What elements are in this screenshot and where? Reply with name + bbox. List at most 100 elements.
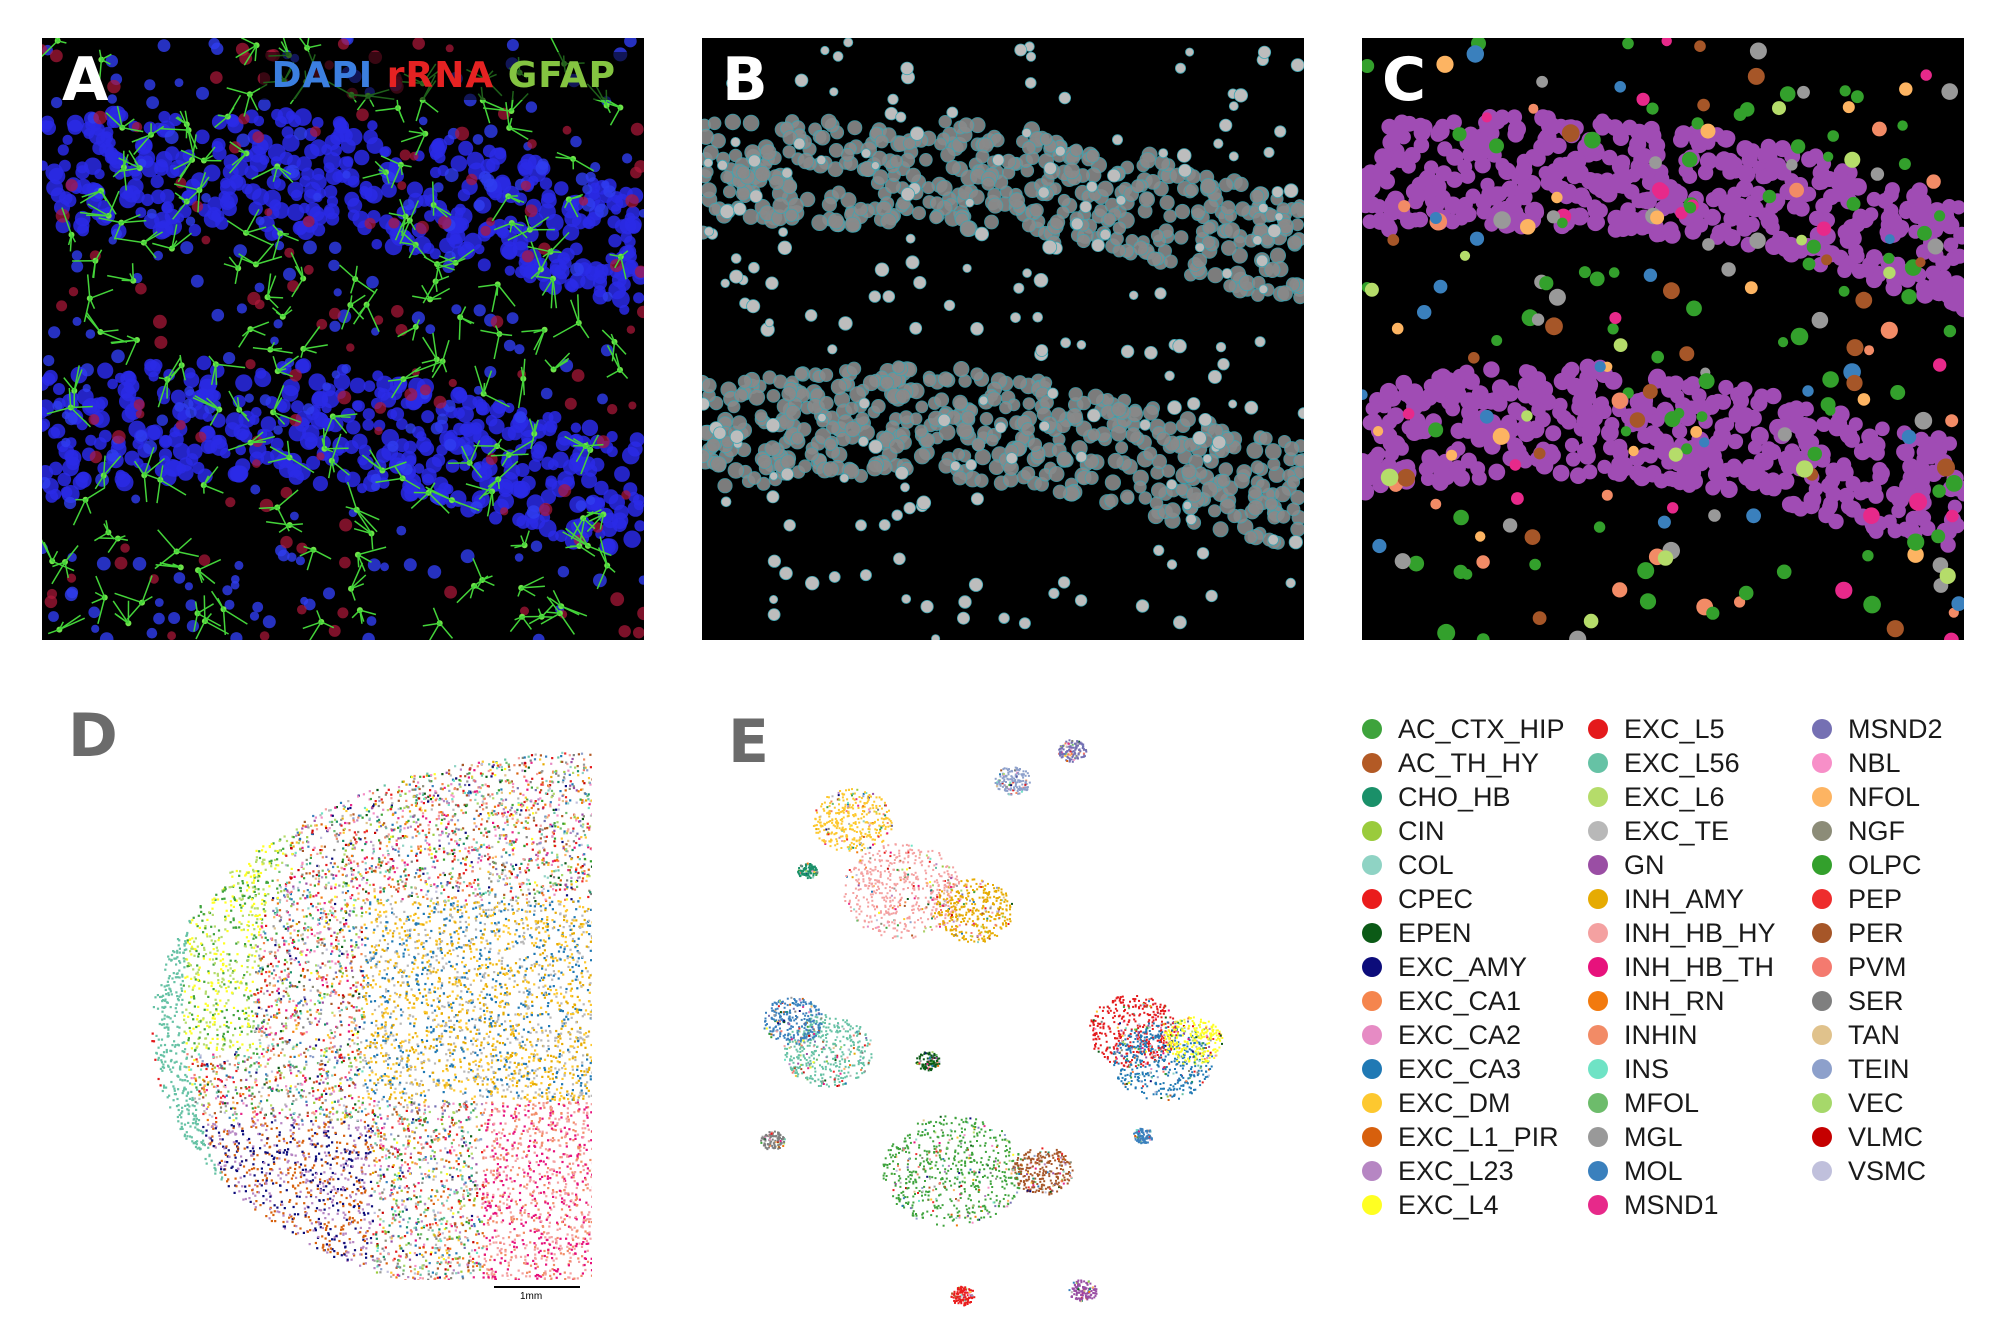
legend-label: AC_CTX_HIP — [1398, 713, 1565, 744]
legend-label: EXC_L1_PIR — [1398, 1121, 1559, 1152]
legend-item: GN — [1588, 848, 1776, 882]
legend-item: MFOL — [1588, 1086, 1776, 1120]
legend-item: EXC_L5 — [1588, 712, 1776, 746]
legend-item: EXC_TE — [1588, 814, 1776, 848]
legend-label: INHIN — [1624, 1019, 1698, 1050]
legend-label: VLMC — [1848, 1121, 1924, 1152]
legend-item: COL — [1362, 848, 1565, 882]
legend-swatch — [1362, 787, 1382, 807]
legend-label: MGL — [1624, 1121, 1683, 1152]
legend-item: AC_TH_HY — [1362, 746, 1565, 780]
legend-item: EXC_L6 — [1588, 780, 1776, 814]
legend-swatch — [1812, 1093, 1832, 1113]
legend-item: MSND2 — [1812, 712, 1943, 746]
legend-swatch — [1812, 821, 1832, 841]
legend-item: PEP — [1812, 882, 1943, 916]
legend-item: PVM — [1812, 950, 1943, 984]
cell-type-legend: AC_CTX_HIP AC_TH_HY CHO_HB CIN COL CPEC EPEN EX… — [1362, 712, 1982, 1232]
legend-label: MOL — [1624, 1155, 1683, 1186]
legend-item: MOL — [1588, 1154, 1776, 1188]
legend-label: MSND1 — [1624, 1189, 1719, 1220]
legend-item: INS — [1588, 1052, 1776, 1086]
legend-swatch — [1812, 719, 1832, 739]
legend-label: CHO_HB — [1398, 781, 1511, 812]
panel-c-cell-type-map: C — [1362, 38, 1964, 640]
legend-swatch — [1812, 889, 1832, 909]
panel-label-b: B — [722, 45, 768, 115]
cell-type-segmentation-image — [1362, 38, 1964, 640]
legend-label: EXC_AMY — [1398, 951, 1528, 982]
legend-swatch — [1362, 719, 1382, 739]
legend-swatch — [1362, 1195, 1382, 1215]
legend-label: VSMC — [1848, 1155, 1927, 1186]
legend-item: EXC_CA3 — [1362, 1052, 1565, 1086]
legend-label: EXC_L4 — [1398, 1189, 1499, 1220]
legend-swatch — [1362, 1093, 1382, 1113]
brain-section-image — [151, 751, 592, 1280]
legend-swatch — [1588, 1161, 1608, 1181]
legend-item: INH_AMY — [1588, 882, 1776, 916]
legend-swatch — [1812, 1161, 1832, 1181]
legend-swatch — [1588, 923, 1608, 943]
legend-label: EXC_CA1 — [1398, 985, 1522, 1016]
legend-label: INH_HB_TH — [1624, 951, 1775, 982]
legend-label: AC_TH_HY — [1398, 747, 1540, 778]
legend-swatch — [1588, 889, 1608, 909]
legend-item: TEIN — [1812, 1052, 1943, 1086]
panel-label-d: D — [68, 701, 118, 771]
legend-label: INH_RN — [1624, 985, 1725, 1016]
legend-item: CHO_HB — [1362, 780, 1565, 814]
legend-swatch — [1812, 855, 1832, 875]
legend-item: EXC_DM — [1362, 1086, 1565, 1120]
legend-label: EXC_L5 — [1624, 713, 1725, 744]
legend-swatch — [1588, 991, 1608, 1011]
legend-label: EXC_L56 — [1624, 747, 1740, 778]
legend-item: AC_CTX_HIP — [1362, 712, 1565, 746]
legend-swatch — [1588, 957, 1608, 977]
legend-swatch — [1588, 719, 1608, 739]
legend-swatch — [1812, 1059, 1832, 1079]
legend-item: EXC_L4 — [1362, 1188, 1565, 1222]
legend-label: TEIN — [1848, 1053, 1910, 1084]
legend-swatch — [1588, 1093, 1608, 1113]
legend-swatch — [1362, 1161, 1382, 1181]
legend-swatch — [1588, 753, 1608, 773]
legend-item: SER — [1812, 984, 1943, 1018]
legend-label: OLPC — [1848, 849, 1922, 880]
channel-gfap-label: GFAP — [507, 55, 616, 96]
legend-item: EXC_L23 — [1362, 1154, 1565, 1188]
legend-column: MSND2 NBL NFOL NGF OLPC PEP PER PVM SER TAN TEIN VE… — [1812, 712, 1943, 1188]
channel-legend: DAPI rRNA GFAP — [259, 52, 628, 100]
channel-dapi-label: DAPI — [271, 55, 374, 96]
legend-label: INH_AMY — [1624, 883, 1745, 914]
legend-label: GN — [1624, 849, 1665, 880]
legend-item: VSMC — [1812, 1154, 1943, 1188]
legend-label: COL — [1398, 849, 1454, 880]
scale-bar-label: 1mm — [520, 1291, 543, 1302]
legend-column: AC_CTX_HIP AC_TH_HY CHO_HB CIN COL CPEC EPEN EX… — [1362, 712, 1565, 1222]
legend-label: CPEC — [1398, 883, 1474, 914]
legend-item: EXC_L1_PIR — [1362, 1120, 1565, 1154]
legend-column: EXC_L5 EXC_L56 EXC_L6 EXC_TE GN INH_AMY INH_HB… — [1588, 712, 1776, 1222]
panel-label-a: A — [62, 45, 109, 115]
legend-item: INHIN — [1588, 1018, 1776, 1052]
legend-swatch — [1812, 957, 1832, 977]
legend-item: EXC_CA1 — [1362, 984, 1565, 1018]
legend-label: PER — [1848, 917, 1904, 948]
legend-item: VEC — [1812, 1086, 1943, 1120]
legend-label: EXC_DM — [1398, 1087, 1511, 1118]
legend-item: EXC_L56 — [1588, 746, 1776, 780]
panel-b-segmentation-image: B — [702, 38, 1304, 640]
legend-label: INS — [1624, 1053, 1670, 1084]
legend-item: EXC_CA2 — [1362, 1018, 1565, 1052]
legend-label: INH_HB_HY — [1624, 917, 1776, 948]
legend-swatch — [1362, 855, 1382, 875]
legend-swatch — [1362, 753, 1382, 773]
legend-label: EXC_CA3 — [1398, 1053, 1522, 1084]
legend-item: VLMC — [1812, 1120, 1943, 1154]
legend-swatch — [1588, 821, 1608, 841]
panel-e-umap-embedding: E — [712, 690, 1332, 1310]
legend-swatch — [1812, 1127, 1832, 1147]
legend-label: MSND2 — [1848, 713, 1943, 744]
legend-swatch — [1812, 991, 1832, 1011]
